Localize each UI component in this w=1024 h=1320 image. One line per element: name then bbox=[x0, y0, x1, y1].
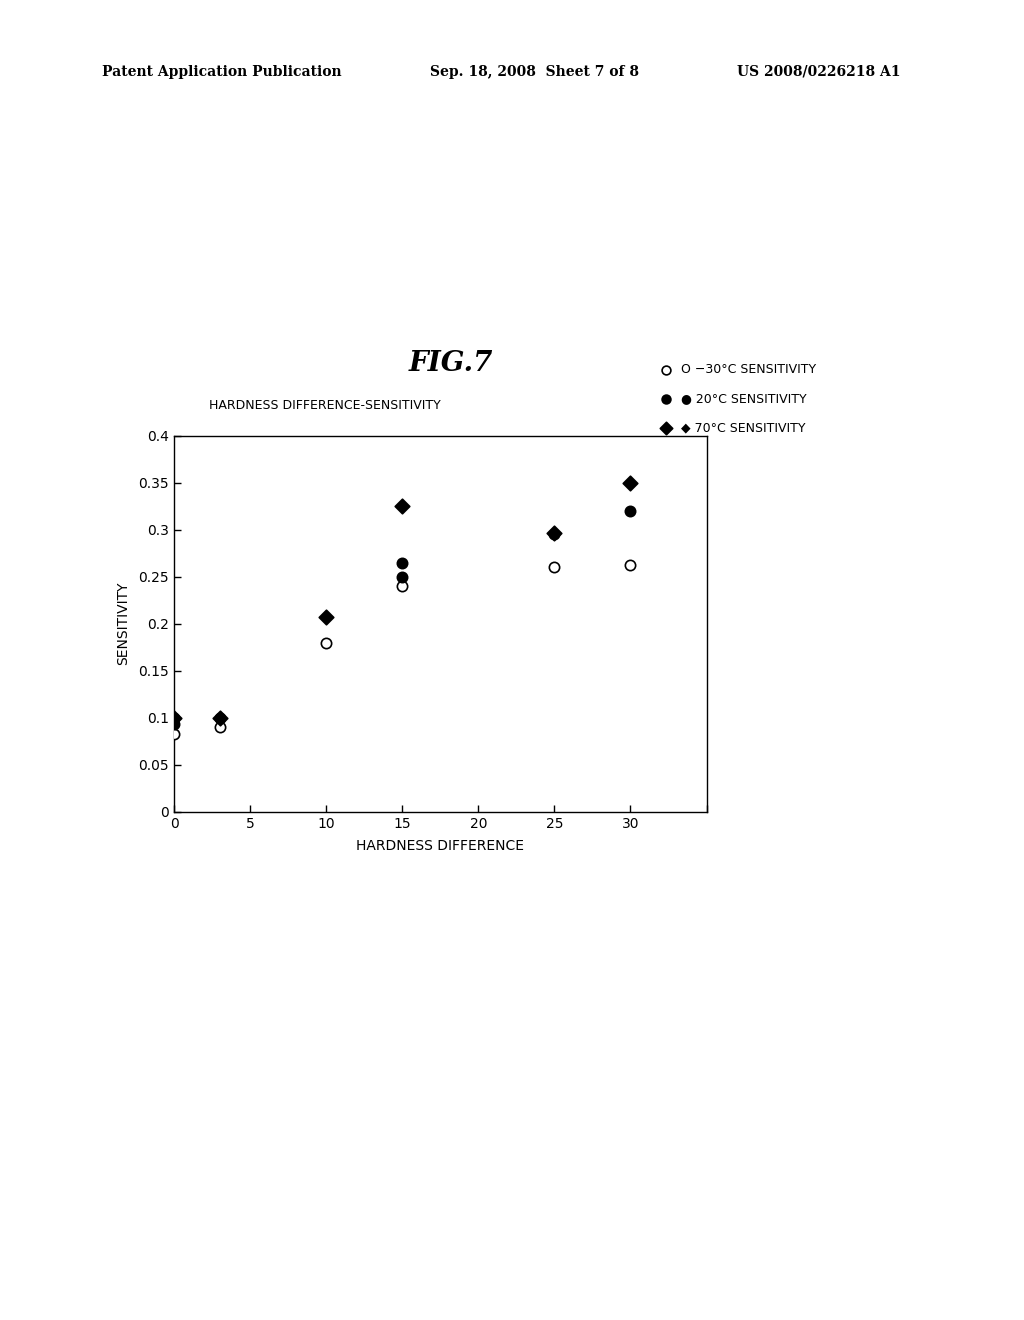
Point bbox=[546, 557, 562, 578]
Point bbox=[623, 554, 639, 576]
Y-axis label: SENSITIVITY: SENSITIVITY bbox=[116, 582, 130, 665]
Text: FIG.7: FIG.7 bbox=[409, 350, 493, 376]
Point bbox=[318, 632, 335, 653]
Point bbox=[657, 417, 674, 438]
Point bbox=[394, 576, 411, 597]
Point bbox=[546, 523, 562, 544]
Point bbox=[623, 500, 639, 521]
Text: O −30°C SENSITIVITY: O −30°C SENSITIVITY bbox=[681, 363, 816, 376]
Point bbox=[166, 723, 182, 744]
Point bbox=[546, 524, 562, 545]
Point bbox=[166, 714, 182, 735]
Text: Patent Application Publication: Patent Application Publication bbox=[102, 65, 342, 79]
X-axis label: HARDNESS DIFFERENCE: HARDNESS DIFFERENCE bbox=[356, 840, 524, 853]
Point bbox=[657, 359, 674, 380]
Point bbox=[394, 566, 411, 587]
Point bbox=[394, 495, 411, 516]
Point bbox=[212, 717, 228, 738]
Text: US 2008/0226218 A1: US 2008/0226218 A1 bbox=[737, 65, 901, 79]
Text: ● 20°C SENSITIVITY: ● 20°C SENSITIVITY bbox=[681, 392, 807, 405]
Point bbox=[394, 552, 411, 573]
Text: Sep. 18, 2008  Sheet 7 of 8: Sep. 18, 2008 Sheet 7 of 8 bbox=[430, 65, 639, 79]
Point bbox=[212, 708, 228, 729]
Point bbox=[212, 708, 228, 729]
Point bbox=[166, 708, 182, 729]
Text: ◆ 70°C SENSITIVITY: ◆ 70°C SENSITIVITY bbox=[681, 421, 806, 434]
Point bbox=[166, 708, 182, 729]
Point bbox=[318, 607, 335, 628]
Text: HARDNESS DIFFERENCE-SENSITIVITY: HARDNESS DIFFERENCE-SENSITIVITY bbox=[209, 399, 440, 412]
Point bbox=[623, 473, 639, 494]
Point bbox=[657, 388, 674, 409]
